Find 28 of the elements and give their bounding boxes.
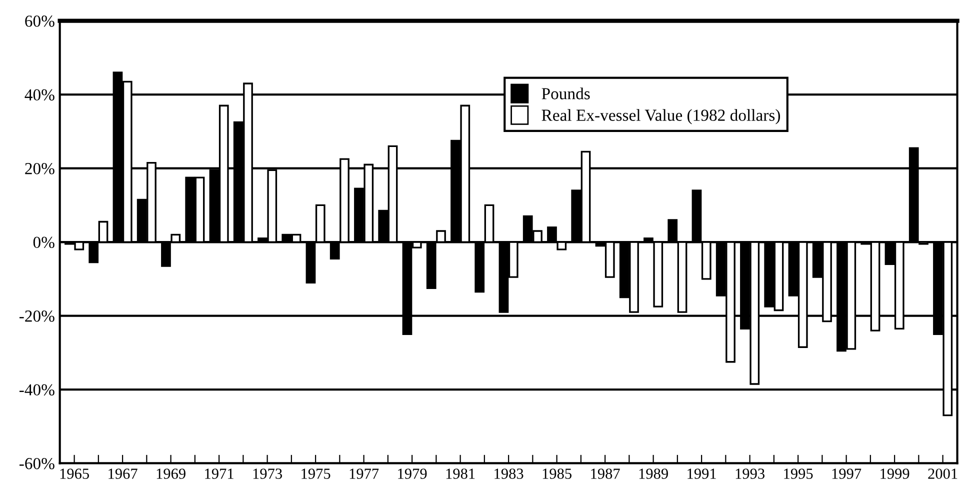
y-tick-label: -20% <box>19 310 54 322</box>
x-tick-label: 2001 <box>928 468 958 479</box>
x-tick-label: 1973 <box>253 468 282 479</box>
y-tick-label: -60% <box>19 458 54 470</box>
x-tick-label: 1971 <box>205 468 234 479</box>
x-tick-label: 1983 <box>494 468 524 479</box>
x-tick-label: 1965 <box>60 468 89 479</box>
x-tick-label: 1969 <box>156 468 186 479</box>
x-tick-label: 1999 <box>880 468 910 479</box>
x-tick-label: 1997 <box>832 468 862 479</box>
x-tick-label: 1991 <box>688 468 716 479</box>
x-tick-label: 1985 <box>542 468 572 479</box>
x-tick-label: 1989 <box>639 468 668 479</box>
y-tick-label: 60% <box>25 16 54 27</box>
y-tick-label: 20% <box>25 163 54 174</box>
x-tick-label: 1993 <box>736 468 764 479</box>
x-tick-label: 1987 <box>591 468 620 479</box>
x-tick-label: 1995 <box>784 468 813 479</box>
y-tick-label: -40% <box>19 384 54 396</box>
legend-label: Real Ex-vessel Value (1982 dollars) <box>542 109 780 124</box>
y-tick-label: 0% <box>33 236 54 248</box>
x-tick-label: 1979 <box>398 468 427 479</box>
legend-label: Pounds <box>542 88 590 100</box>
x-tick-label: 1975 <box>302 468 330 479</box>
x-tick-label: 1977 <box>350 468 379 479</box>
x-tick-label: 1967 <box>108 468 138 479</box>
x-tick-label: 1981 <box>446 468 475 479</box>
y-tick-label: 40% <box>24 89 54 101</box>
